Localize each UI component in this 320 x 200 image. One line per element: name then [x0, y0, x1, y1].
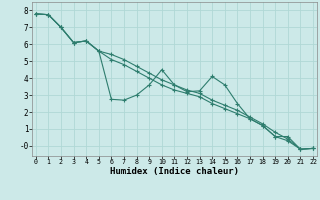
X-axis label: Humidex (Indice chaleur): Humidex (Indice chaleur): [110, 167, 239, 176]
